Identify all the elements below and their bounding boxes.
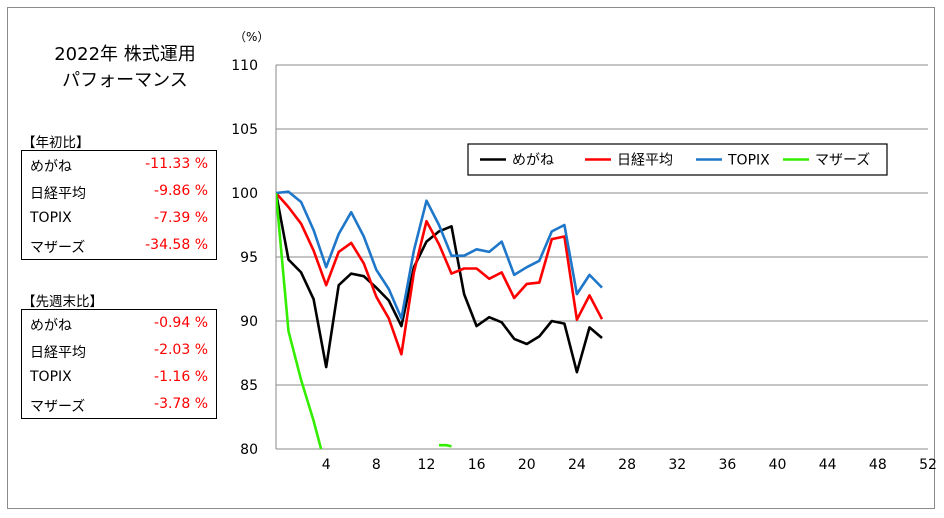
wow-value: -3.78 %	[154, 396, 208, 412]
legend-label: TOPIX	[727, 153, 770, 169]
y-tick-label: 105	[231, 122, 258, 138]
wow-name: めがね	[30, 318, 72, 334]
legend-label: めがね	[512, 153, 554, 169]
wow-table: めがね -0.94 % 日経平均 -2.03 % TOPIX -1.16 % マザーズ…	[21, 309, 217, 419]
wow-row-mothers: マザーズ -3.78 %	[22, 391, 216, 418]
wow-value: -0.94 %	[154, 315, 208, 331]
x-tick-label: 44	[819, 457, 837, 473]
legend-label: 日経平均	[617, 153, 673, 169]
x-tick-label: 52	[919, 457, 937, 473]
ytd-name: 日経平均	[30, 186, 86, 202]
chart-frame	[7, 7, 935, 509]
x-tick-label: 12	[418, 457, 436, 473]
wow-name: TOPIX	[30, 369, 72, 385]
x-tick-label: 20	[518, 457, 536, 473]
chart-title: 2022年 株式運用 パフォーマンス	[30, 42, 220, 94]
y-tick-label: 90	[240, 314, 258, 330]
y-tick-label: 100	[231, 186, 258, 202]
ytd-row-topix: TOPIX -7.39 %	[22, 205, 216, 232]
wow-name: 日経平均	[30, 345, 86, 361]
ytd-row-nikkei: 日経平均 -9.86 %	[22, 178, 216, 205]
x-tick-label: 48	[869, 457, 887, 473]
ytd-value: -9.86 %	[154, 183, 208, 199]
x-tick-label: 32	[668, 457, 686, 473]
x-tick-label: 16	[468, 457, 486, 473]
ytd-name: マザーズ	[30, 240, 86, 256]
ytd-label: 【年初比】	[22, 135, 90, 151]
ytd-value: -34.58 %	[145, 237, 208, 253]
x-tick-label: 28	[618, 457, 636, 473]
legend-box	[467, 143, 888, 176]
wow-row-megane: めがね -0.94 %	[22, 310, 216, 337]
x-tick-label: 36	[718, 457, 736, 473]
x-unit-label: （週）	[936, 457, 944, 473]
series-group	[276, 190, 604, 450]
ytd-name: めがね	[30, 159, 72, 175]
wow-value: -1.16 %	[154, 369, 208, 385]
series-line-マザーズ	[276, 192, 323, 450]
y-tick-label: 85	[240, 378, 258, 394]
legend-label: マザーズ	[815, 153, 870, 169]
ytd-row-mothers: マザーズ -34.58 %	[22, 232, 216, 259]
series-line-日経平均	[276, 192, 604, 356]
ytd-name: TOPIX	[30, 210, 72, 226]
series-line-TOPIX	[276, 190, 603, 320]
ytd-value: -11.33 %	[145, 156, 208, 172]
wow-label: 【先週末比】	[22, 294, 103, 310]
ytd-value: -7.39 %	[154, 210, 208, 226]
series-line-マザーズ	[439, 443, 452, 448]
chart-title-line-2: パフォーマンス	[62, 70, 188, 91]
wow-name: マザーズ	[30, 399, 86, 415]
wow-row-topix: TOPIX -1.16 %	[22, 364, 216, 391]
ytd-table: めがね -11.33 % 日経平均 -9.86 % TOPIX -7.39 % マザー…	[21, 150, 217, 260]
x-tick-label: 24	[568, 457, 586, 473]
series-line-めがね	[276, 192, 603, 374]
x-tick-label: 4	[322, 457, 331, 473]
x-tick-label: 8	[372, 457, 381, 473]
wow-value: -2.03 %	[154, 342, 208, 358]
y-unit-label: （%）	[234, 30, 269, 44]
chart-title-line-1: 2022年 株式運用	[54, 44, 196, 65]
y-tick-label: 95	[240, 250, 258, 266]
y-tick-label: 80	[240, 442, 258, 458]
y-tick-label: 110	[231, 58, 258, 74]
x-tick-label: 40	[769, 457, 787, 473]
ytd-row-megane: めがね -11.33 %	[22, 151, 216, 178]
wow-row-nikkei: 日経平均 -2.03 %	[22, 337, 216, 364]
